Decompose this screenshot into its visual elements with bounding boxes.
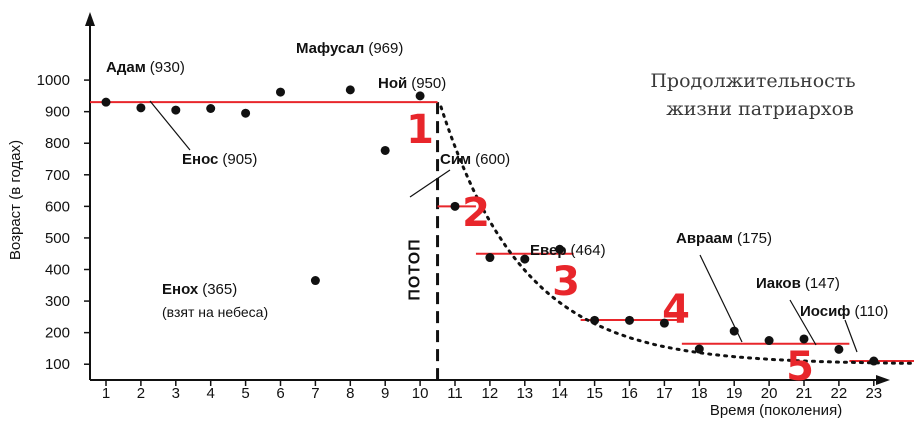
data-point <box>171 105 181 115</box>
axes <box>85 12 890 385</box>
data-point <box>136 103 146 113</box>
label-enos: Енос (905) <box>182 151 257 168</box>
label-leader-lines <box>149 100 858 353</box>
label-enokh: Енох (365) <box>162 281 237 298</box>
era-number-1: 1 <box>406 107 434 153</box>
data-point <box>380 145 390 155</box>
x-tick-label: 2 <box>137 385 145 402</box>
era-number-4: 4 <box>662 287 690 333</box>
x-tick-label: 18 <box>691 385 708 402</box>
y-tick-label: 900 <box>45 104 70 121</box>
x-tick-label: 11 <box>447 385 463 402</box>
data-point <box>485 253 495 263</box>
y-ticks: 100 200 300 400 500 600 700 800 900 1000 <box>37 72 90 373</box>
leader-avraam <box>699 254 743 343</box>
flood-label: ПОТОП <box>407 238 424 300</box>
x-tick-label: 9 <box>381 385 389 402</box>
label-sim: Сим (600) <box>440 151 510 168</box>
data-point <box>276 87 285 97</box>
x-tick-label: 6 <box>276 385 284 402</box>
y-axis-arrow <box>85 12 95 26</box>
data-point <box>834 344 844 354</box>
data-point <box>659 318 669 328</box>
y-tick-label: 600 <box>45 198 70 215</box>
label-iosif: Иосиф (110) <box>800 303 888 320</box>
data-point <box>729 326 739 336</box>
data-points <box>101 85 879 366</box>
label-avraam: Авраам (175) <box>676 230 772 247</box>
x-tick-label: 4 <box>207 385 215 402</box>
leader-enos <box>149 100 191 151</box>
data-point <box>799 334 809 344</box>
x-tick-label: 13 <box>516 385 533 402</box>
chart-title-line-1: Продолжительность <box>650 70 855 92</box>
label-noi: Ной (950) <box>378 75 446 92</box>
era-level-lines <box>90 101 914 363</box>
x-tick-label: 14 <box>551 385 568 402</box>
data-point <box>241 108 251 118</box>
x-tick-label: 12 <box>482 385 499 402</box>
label-adam: Адам (930) <box>106 59 185 76</box>
x-tick-label: 17 <box>656 385 673 402</box>
x-axis-label: Время (поколения) <box>710 402 842 419</box>
data-point <box>590 315 600 325</box>
data-point <box>694 344 704 354</box>
y-tick-label: 1000 <box>37 72 70 89</box>
y-tick-label: 100 <box>45 356 70 373</box>
x-tick-label: 8 <box>346 385 354 402</box>
era-numbers: 1 2 3 4 5 <box>406 107 814 390</box>
data-point <box>415 91 425 101</box>
leader-iakov <box>789 299 817 346</box>
label-iakov: Иаков (147) <box>756 275 840 292</box>
x-tick-label: 7 <box>311 385 319 402</box>
y-tick-label: 300 <box>45 293 70 310</box>
x-tick-label: 3 <box>172 385 180 402</box>
data-point <box>450 201 460 211</box>
y-axis-label: Возраст (в годах) <box>7 140 24 260</box>
leader-sim <box>409 169 451 198</box>
x-ticks: 1 2 3 4 5 6 7 8 9 10 11 12 13 14 15 16 17 18 19 20 21 22 23 <box>102 380 882 402</box>
data-point <box>101 97 111 107</box>
data-point <box>206 103 216 113</box>
data-point <box>310 276 320 286</box>
label-ever: Евер (464) <box>530 242 606 259</box>
data-point <box>520 254 530 264</box>
data-point <box>555 244 565 254</box>
y-tick-label: 700 <box>45 167 70 184</box>
y-tick-label: 400 <box>45 262 70 279</box>
label-enokh-note: (взят на небеса) <box>162 304 268 320</box>
chart-title-line-2: жизни патриархов <box>666 98 854 120</box>
decay-curve <box>439 105 914 365</box>
data-point <box>345 85 355 95</box>
leader-iosif <box>844 319 858 353</box>
x-tick-label: 10 <box>412 385 429 402</box>
x-tick-label: 16 <box>621 385 638 402</box>
y-tick-label: 800 <box>45 135 70 152</box>
x-tick-label: 5 <box>241 385 249 402</box>
x-tick-label: 20 <box>761 385 778 402</box>
label-mafusal: Мафусал (969) <box>296 40 403 57</box>
x-tick-label: 19 <box>726 385 743 402</box>
era-number-3: 3 <box>552 259 580 305</box>
data-point <box>764 336 774 346</box>
patriarch-labels: Адам (930) Мафусал (969) Ной (950) Енос (905… <box>106 40 888 320</box>
era-number-2: 2 <box>462 190 490 236</box>
x-tick-label: 21 <box>796 385 813 402</box>
y-tick-label: 200 <box>45 325 70 342</box>
x-tick-label: 15 <box>586 385 603 402</box>
x-axis-arrow <box>876 375 890 385</box>
data-point <box>625 315 634 325</box>
x-tick-label: 22 <box>831 385 848 402</box>
y-tick-label: 500 <box>45 230 70 247</box>
x-tick-label: 1 <box>102 385 110 402</box>
x-tick-label: 23 <box>865 385 882 402</box>
era-number-5: 5 <box>786 344 814 390</box>
data-point <box>869 356 879 366</box>
